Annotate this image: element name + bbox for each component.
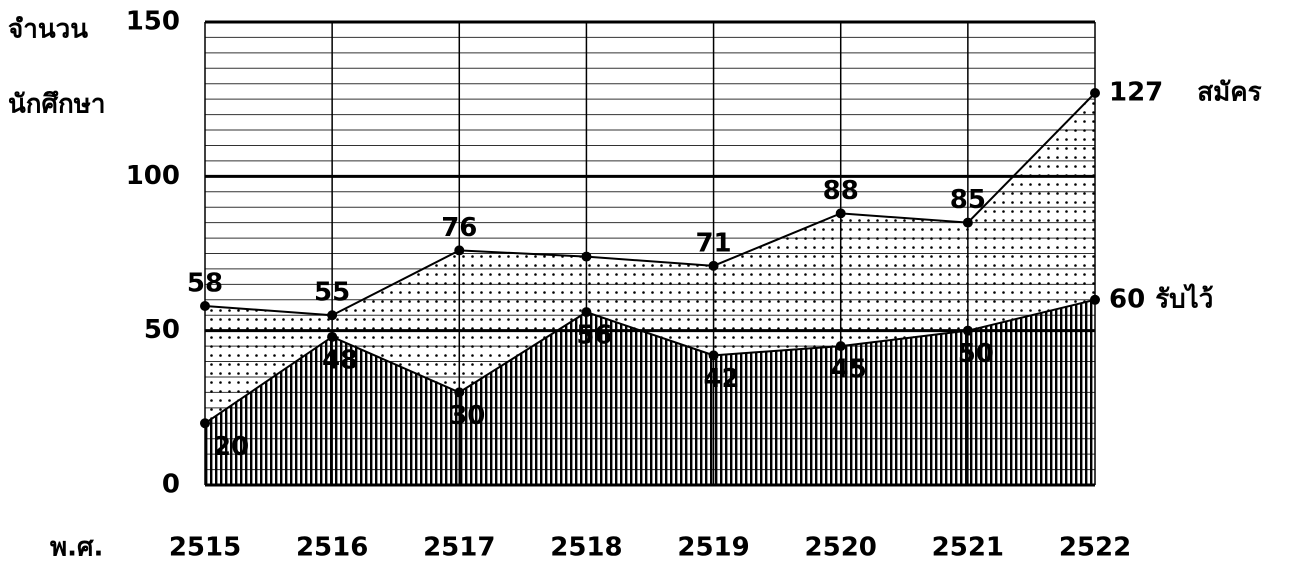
y-tick-label: 50 xyxy=(144,315,180,345)
point xyxy=(962,217,973,228)
point xyxy=(454,245,465,256)
data-label: 42 xyxy=(703,364,739,394)
data-label: 88 xyxy=(823,176,859,206)
y-axis-label: นักศึกษา xyxy=(8,90,106,120)
point xyxy=(1090,294,1100,305)
data-label: 85 xyxy=(950,185,986,215)
point xyxy=(835,341,846,352)
point xyxy=(327,310,338,321)
series-name: สมัคร xyxy=(1197,77,1261,107)
series-name: รับไว้ xyxy=(1155,282,1213,314)
data-label: 45 xyxy=(831,355,867,385)
x-tick-label: 2521 xyxy=(932,533,1004,563)
data-label: 127 xyxy=(1109,77,1163,107)
y-tick-label: 0 xyxy=(162,470,180,500)
data-label: 56 xyxy=(576,321,612,351)
x-tick-label: 2519 xyxy=(677,533,749,563)
y-tick-label: 150 xyxy=(126,7,180,37)
data-label: 50 xyxy=(958,339,994,369)
point xyxy=(327,331,338,342)
x-tick-label: 2517 xyxy=(423,533,495,563)
x-tick-label: 2518 xyxy=(550,533,622,563)
point xyxy=(708,260,719,271)
point xyxy=(962,325,973,336)
x-tick-label: 2515 xyxy=(169,533,241,563)
data-label: 76 xyxy=(441,213,477,243)
point xyxy=(835,208,846,219)
point xyxy=(708,350,719,361)
point xyxy=(581,251,592,262)
data-label: 71 xyxy=(695,228,731,258)
series-line xyxy=(204,298,1096,425)
data-label: 48 xyxy=(322,345,358,375)
data-label: 30 xyxy=(449,401,485,431)
y-axis-label: จำนวน xyxy=(8,15,88,45)
x-tick-label: 2516 xyxy=(296,533,368,563)
series-line xyxy=(204,92,1096,317)
data-label: 58 xyxy=(187,268,223,298)
x-tick-label: 2522 xyxy=(1059,533,1131,563)
point xyxy=(1090,87,1100,98)
data-label: 60 xyxy=(1109,284,1145,314)
x-axis-label: พ.ศ. xyxy=(50,533,103,563)
point xyxy=(200,418,210,429)
data-label: 55 xyxy=(314,278,350,308)
point xyxy=(200,300,210,311)
point xyxy=(581,307,592,318)
data-label: 20 xyxy=(213,432,249,462)
point xyxy=(454,387,465,398)
y-tick-label: 100 xyxy=(126,161,180,191)
x-tick-label: 2520 xyxy=(805,533,877,563)
